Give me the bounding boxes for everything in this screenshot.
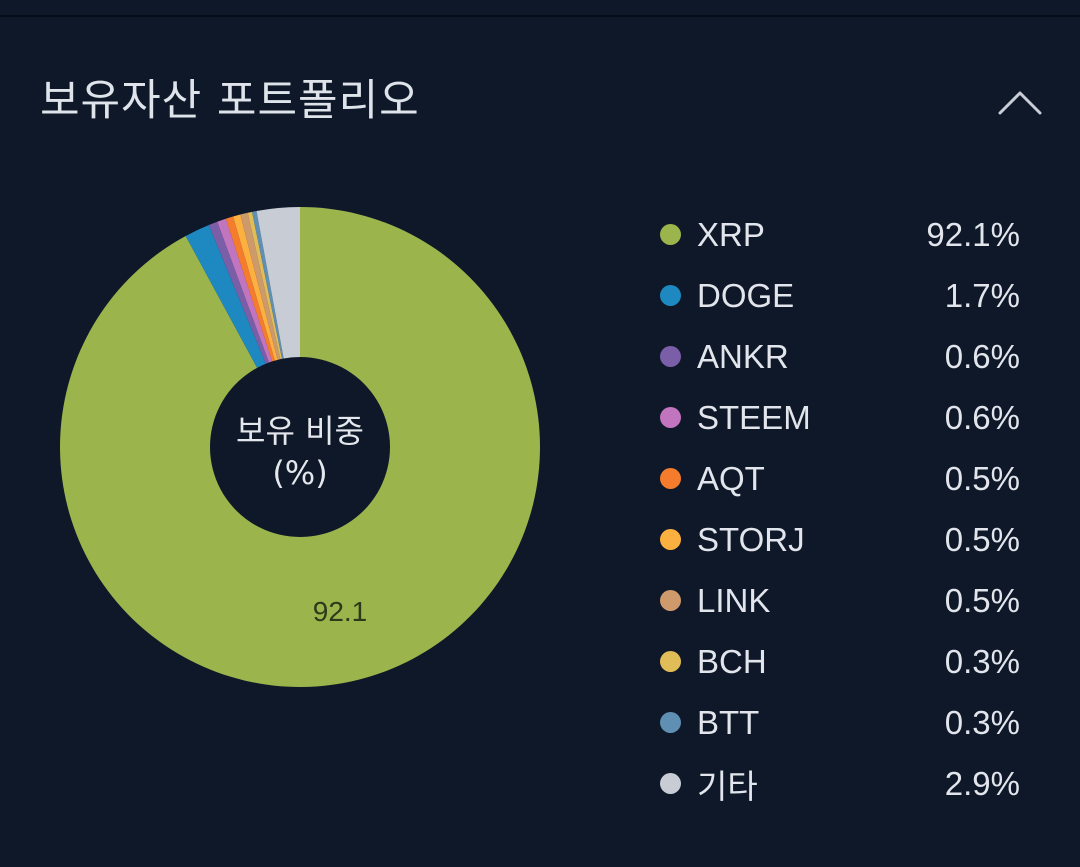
legend-item-others[interactable]: 기타 2.9% (660, 753, 1020, 814)
legend-dot-icon (660, 407, 681, 428)
legend-item-aqt[interactable]: AQT 0.5% (660, 448, 1020, 509)
top-divider-strip (0, 0, 1080, 17)
legend-value: 0.5% (944, 459, 1020, 497)
legend-name: BCH (697, 642, 767, 680)
donut-chart: 보유 비중 (%) 92.1 (59, 207, 540, 688)
donut-chart-svg (59, 207, 540, 688)
legend-item-ankr[interactable]: ANKR 0.6% (660, 326, 1020, 387)
legend-item-storj[interactable]: STORJ 0.5% (660, 509, 1020, 570)
xrp-slice-label: 92.1 (312, 596, 368, 627)
legend-name: DOGE (697, 276, 795, 314)
donut-slice-xrp[interactable] (59, 207, 540, 688)
legend-value: 1.7% (944, 276, 1020, 314)
legend-name: LINK (697, 581, 771, 619)
legend-item-doge[interactable]: DOGE 1.7% (660, 265, 1020, 326)
chart-legend: XRP 92.1% DOGE 1.7% ANKR 0.6% STEEM 0.6%… (660, 204, 1020, 814)
legend-dot-icon (660, 712, 681, 733)
donut-slice-storj[interactable] (233, 214, 278, 361)
legend-dot-icon (660, 285, 681, 306)
legend-value: 92.1% (926, 215, 1020, 253)
legend-item-xrp[interactable]: XRP 92.1% (660, 204, 1020, 265)
legend-value: 0.6% (944, 337, 1020, 375)
donut-slice-btt[interactable] (252, 210, 284, 359)
legend-dot-icon (660, 529, 681, 550)
legend-value: 0.3% (944, 703, 1020, 741)
donut-slice-link[interactable] (240, 212, 281, 360)
legend-item-btt[interactable]: BTT 0.3% (660, 692, 1020, 753)
legend-item-bch[interactable]: BCH 0.3% (660, 631, 1020, 692)
legend-value: 0.5% (944, 581, 1020, 619)
legend-item-link[interactable]: LINK 0.5% (660, 570, 1020, 631)
donut-slice-bch[interactable] (247, 211, 283, 360)
center-label-line1: 보유 비중 (236, 412, 364, 450)
legend-name: 기타 (697, 767, 758, 805)
legend-value: 0.5% (944, 520, 1020, 558)
legend-name: STORJ (697, 520, 805, 558)
legend-name: BTT (697, 703, 760, 741)
legend-item-steem[interactable]: STEEM 0.6% (660, 387, 1020, 448)
donut-slice-steem[interactable] (217, 218, 273, 363)
legend-dot-icon (660, 590, 681, 611)
donut-slice-기타[interactable] (256, 207, 300, 359)
donut-slice-aqt[interactable] (225, 216, 275, 362)
section-title: 보유자산 포트폴리오 (40, 76, 420, 126)
donut-slice-doge[interactable] (185, 224, 266, 368)
donut-center-label: 보유 비중 (%) (210, 410, 390, 494)
center-label-line2: (%) (272, 454, 328, 492)
chevron-up-icon (998, 91, 1042, 115)
collapse-button[interactable] (990, 78, 1050, 118)
legend-name: AQT (697, 459, 765, 497)
legend-name: STEEM (697, 398, 811, 436)
legend-dot-icon (660, 224, 681, 245)
legend-value: 0.6% (944, 398, 1020, 436)
donut-slice-ankr[interactable] (208, 221, 269, 364)
legend-name: XRP (697, 215, 765, 253)
legend-dot-icon (660, 346, 681, 367)
legend-value: 2.9% (944, 764, 1020, 802)
legend-value: 0.3% (944, 642, 1020, 680)
legend-dot-icon (660, 468, 681, 489)
legend-dot-icon (660, 651, 681, 672)
legend-name: ANKR (697, 337, 789, 375)
legend-dot-icon (660, 773, 681, 794)
